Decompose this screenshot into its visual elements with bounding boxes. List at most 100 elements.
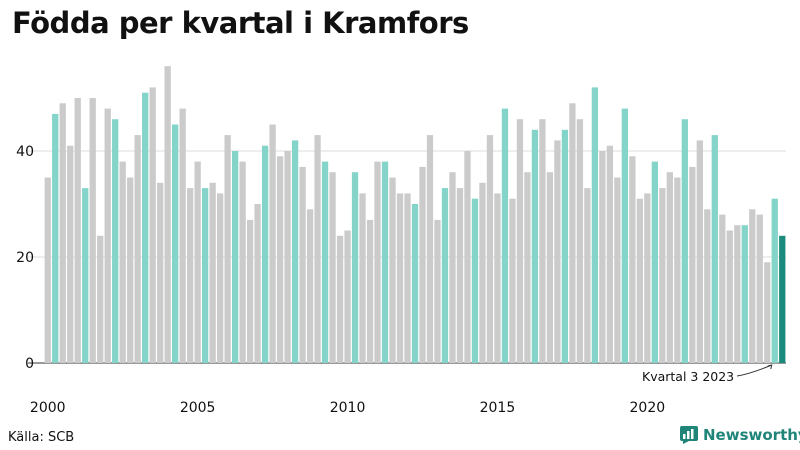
bar bbox=[411, 204, 419, 363]
annotation-arrowhead bbox=[767, 364, 773, 370]
bar bbox=[569, 103, 576, 364]
annotation-label: Kvartal 3 2023 bbox=[642, 369, 734, 384]
bar bbox=[89, 98, 96, 363]
bar bbox=[644, 193, 651, 363]
bar bbox=[187, 188, 194, 363]
bar bbox=[44, 177, 51, 363]
y-tick-label: 40 bbox=[16, 144, 34, 160]
annotation-arrow bbox=[736, 364, 772, 377]
bar bbox=[561, 129, 569, 363]
chart-logo-icon bbox=[680, 426, 698, 444]
bar bbox=[231, 151, 239, 363]
bar bbox=[269, 124, 276, 363]
bar bbox=[509, 198, 516, 363]
brand-logo: Newsworthy bbox=[680, 426, 800, 444]
bar bbox=[284, 151, 291, 363]
bar bbox=[194, 161, 201, 363]
bar bbox=[164, 66, 171, 363]
bar bbox=[134, 135, 141, 363]
y-tick-label: 0 bbox=[25, 356, 34, 372]
bar bbox=[172, 124, 179, 363]
bar bbox=[524, 172, 531, 363]
bar bbox=[291, 140, 299, 363]
bar bbox=[351, 172, 359, 363]
bar bbox=[486, 135, 494, 363]
y-axis-labels: 0 20 40 bbox=[16, 144, 34, 372]
bar bbox=[591, 87, 599, 364]
bar bbox=[689, 166, 696, 363]
bar bbox=[254, 204, 261, 363]
bar bbox=[224, 135, 231, 363]
bar bbox=[157, 182, 164, 363]
bar bbox=[82, 188, 89, 363]
bar bbox=[666, 172, 673, 363]
bar bbox=[704, 209, 711, 363]
bar bbox=[734, 225, 741, 363]
bar bbox=[374, 161, 381, 363]
x-tick-label: 2000 bbox=[30, 400, 66, 416]
bar bbox=[426, 135, 434, 363]
bar bbox=[404, 193, 411, 363]
bar bbox=[104, 108, 111, 363]
bar bbox=[314, 135, 321, 363]
bar bbox=[614, 177, 621, 363]
bar bbox=[531, 129, 539, 363]
chart-title: Födda per kvartal i Kramfors bbox=[12, 6, 469, 40]
bar bbox=[464, 151, 471, 363]
brand-name: Newsworthy bbox=[703, 426, 800, 444]
bar bbox=[389, 177, 396, 363]
bar bbox=[749, 209, 756, 363]
bar bbox=[719, 214, 726, 363]
bar bbox=[142, 92, 149, 363]
annotation: Kvartal 3 2023 bbox=[642, 364, 773, 384]
bar bbox=[441, 188, 449, 363]
bar bbox=[344, 230, 351, 363]
bar bbox=[434, 219, 441, 363]
bar bbox=[216, 193, 224, 363]
bar bbox=[554, 140, 561, 363]
bar bbox=[471, 198, 479, 363]
bar bbox=[501, 108, 509, 363]
bar bbox=[149, 87, 156, 364]
x-tick-label: 2010 bbox=[330, 400, 366, 416]
source-label: Källa: SCB bbox=[8, 430, 75, 445]
bar bbox=[629, 156, 636, 363]
bar bbox=[276, 156, 284, 363]
bar bbox=[696, 140, 703, 363]
bars bbox=[44, 66, 786, 364]
x-tick-label: 2015 bbox=[480, 400, 516, 416]
bar bbox=[659, 188, 666, 363]
bar bbox=[67, 145, 74, 363]
bar bbox=[299, 166, 306, 363]
bar bbox=[494, 193, 501, 363]
bar bbox=[516, 119, 524, 363]
bar bbox=[59, 103, 66, 364]
bar bbox=[209, 182, 216, 363]
bar bbox=[711, 135, 718, 363]
bar bbox=[321, 161, 329, 363]
bar bbox=[621, 108, 629, 363]
bar bbox=[741, 225, 748, 363]
bar bbox=[366, 219, 374, 363]
bar bbox=[576, 119, 584, 363]
bar bbox=[261, 145, 269, 363]
bar bbox=[97, 235, 104, 363]
x-axis-labels: 2000 2005 2010 2015 2020 bbox=[30, 400, 665, 416]
bar bbox=[681, 119, 688, 363]
bar bbox=[201, 188, 209, 363]
bar bbox=[359, 193, 366, 363]
bar bbox=[381, 161, 389, 363]
y-tick-label: 20 bbox=[16, 250, 34, 266]
bar bbox=[599, 151, 606, 363]
bar bbox=[584, 188, 591, 363]
bar bbox=[756, 214, 763, 363]
bar bbox=[396, 193, 404, 363]
bar bbox=[74, 98, 81, 363]
bar bbox=[127, 177, 134, 363]
bar bbox=[546, 172, 554, 363]
bar bbox=[306, 209, 314, 363]
bar bbox=[539, 119, 546, 363]
bar bbox=[479, 182, 486, 363]
bar bbox=[674, 177, 681, 363]
